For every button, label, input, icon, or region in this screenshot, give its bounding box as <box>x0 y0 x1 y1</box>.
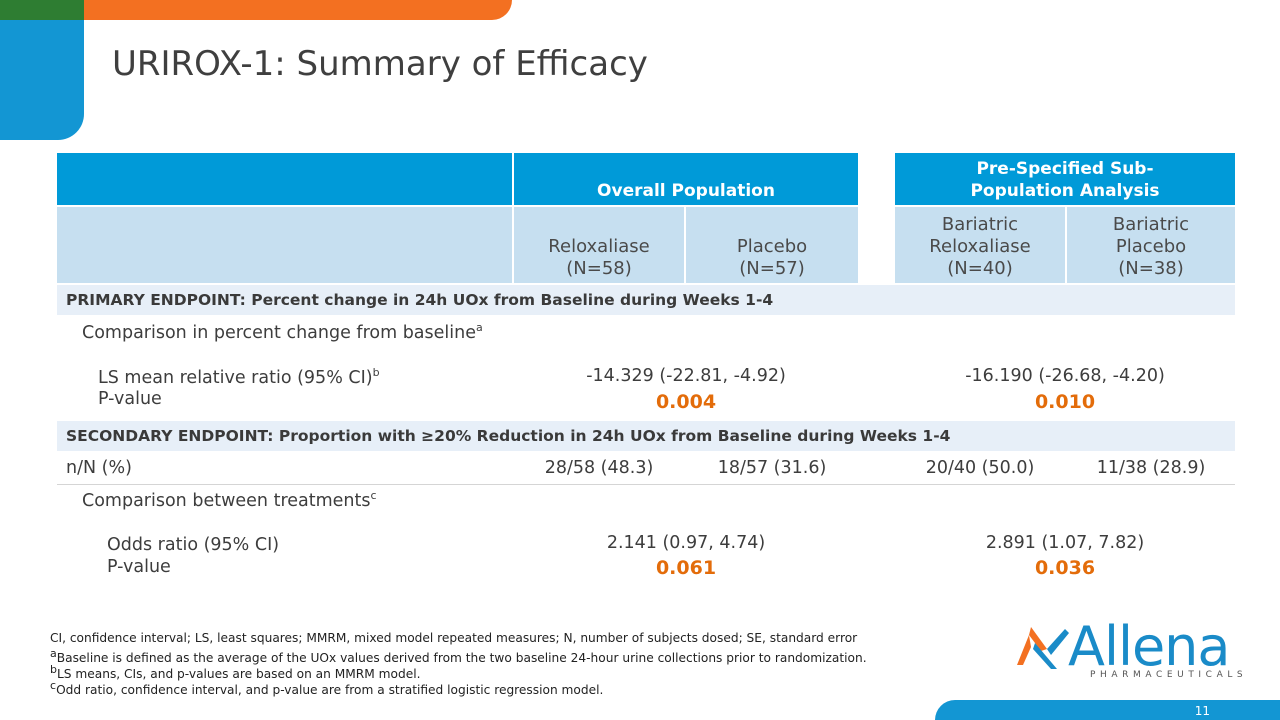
col-bar-pla-line3: (N=38) <box>1118 258 1184 279</box>
top-orange-band <box>84 0 512 20</box>
secondary-endpoint-band: SECONDARY ENDPOINT: Proportion with ≥20%… <box>57 421 1235 451</box>
primary-overall-pvalue: 0.004 <box>655 391 717 413</box>
col-bar-rel-line2: Reloxaliase <box>929 236 1031 257</box>
col-bar-pla-line1: Bariatric <box>1112 214 1190 235</box>
nn-placebo: 18/57 (31.6) <box>717 458 827 478</box>
footnote-abbreviations: CI, confidence interval; LS, least squar… <box>50 631 858 645</box>
primary-endpoint-label: PRIMARY ENDPOINT: Percent change in 24h … <box>66 291 774 309</box>
col-reloxaliase-name: Reloxaliase <box>548 236 650 257</box>
footnote-mark-c: c <box>370 489 377 502</box>
bottom-blue-band <box>935 700 1280 720</box>
header-placebo: Placebo (N=57) <box>686 207 858 283</box>
secondary-endpoint-label: SECONDARY ENDPOINT: Proportion with ≥20%… <box>66 427 951 445</box>
secondary-sub-or: 2.891 (1.07, 7.82) <box>985 533 1145 553</box>
allena-logo-text: Allena <box>1068 615 1230 678</box>
ls-mean-label: LS mean relative ratio (95% CI)b <box>98 366 380 388</box>
col-placebo-n: (N=57) <box>739 258 805 279</box>
footnote-a: aBaseline is defined as the average of t… <box>50 647 867 666</box>
subpopulation-label: Pre-Specified Sub-Population Analysis <box>970 159 1160 201</box>
allena-logo-mark-icon <box>1017 627 1069 669</box>
odds-ratio-label: Odds ratio (95% CI) <box>107 535 280 555</box>
header-blank-light <box>57 207 512 283</box>
corner-blue-block <box>0 20 84 140</box>
nn-reloxaliase: 28/58 (48.3) <box>544 458 654 478</box>
page-number: 11 <box>1194 704 1210 718</box>
header-reloxaliase: Reloxaliase (N=58) <box>514 207 684 283</box>
col-placebo-name: Placebo <box>736 236 808 257</box>
col-bar-rel-line1: Bariatric <box>941 214 1019 235</box>
page-title: URIROX-1: Summary of Efficacy <box>112 44 648 84</box>
col-bar-pla-line2: Placebo <box>1115 236 1187 257</box>
primary-sub-ls: -16.190 (-26.68, -4.20) <box>965 366 1165 386</box>
primary-sub-pvalue: 0.010 <box>1034 391 1096 413</box>
header-blank-dark <box>57 153 512 205</box>
secondary-comparison-label: Comparison between treatmentsc <box>82 489 377 511</box>
header-bariatric-reloxaliase: Bariatric Reloxaliase (N=40) <box>895 207 1065 283</box>
nn-label: n/N (%) <box>66 458 132 478</box>
corner-green-band <box>0 0 84 20</box>
primary-comparison-label: Comparison in percent change from baseli… <box>82 321 483 343</box>
header-overall: Overall Population <box>514 153 858 205</box>
footnote-c: cOdd ratio, confidence interval, and p-v… <box>50 679 604 698</box>
primary-pvalue-label: P-value <box>98 389 162 409</box>
nn-bariatric-placebo: 11/38 (28.9) <box>1096 458 1206 478</box>
footnote-mark-b: b <box>372 366 380 379</box>
footnote-b: bLS means, CIs, and p-values are based o… <box>50 663 421 682</box>
header-subpopulation: Pre-Specified Sub-Population Analysis <box>895 153 1235 205</box>
footnote-mark-a: a <box>476 321 483 334</box>
row-divider <box>57 484 1235 485</box>
secondary-overall-pvalue: 0.061 <box>655 557 717 579</box>
overall-population-label: Overall Population <box>597 181 775 201</box>
primary-overall-ls: -14.329 (-22.81, -4.92) <box>586 366 786 386</box>
secondary-sub-pvalue: 0.036 <box>1034 557 1096 579</box>
header-bariatric-placebo: Bariatric Placebo (N=38) <box>1067 207 1235 283</box>
primary-endpoint-band: PRIMARY ENDPOINT: Percent change in 24h … <box>57 285 1235 315</box>
col-bar-rel-line3: (N=40) <box>947 258 1013 279</box>
allena-logo-subtitle: PHARMACEUTICALS <box>1090 670 1248 680</box>
secondary-pvalue-label: P-value <box>107 557 171 577</box>
nn-bariatric-reloxaliase: 20/40 (50.0) <box>925 458 1035 478</box>
col-reloxaliase-n: (N=58) <box>566 258 632 279</box>
secondary-overall-or: 2.141 (0.97, 4.74) <box>606 533 766 553</box>
